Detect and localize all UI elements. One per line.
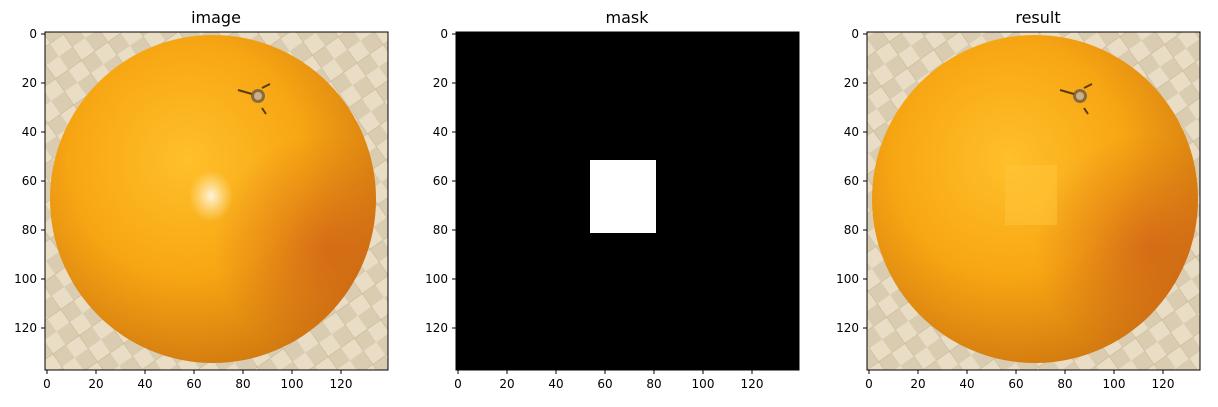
x-tick-label: 100 (1103, 377, 1126, 391)
y-tick-label: 0 (851, 27, 859, 41)
y-tick-label: 100 (425, 272, 448, 286)
x-tick-label: 120 (741, 377, 764, 391)
panel-result: result 0 20 40 60 80 100 120 0 20 40 (836, 8, 1201, 391)
y-tick-label: 60 (844, 174, 859, 188)
y-axis: 0 20 40 60 80 100 120 (425, 27, 456, 335)
x-tick-label: 60 (186, 377, 201, 391)
y-tick-label: 20 (433, 76, 448, 90)
x-tick-label: 100 (281, 377, 304, 391)
y-tick-label: 40 (22, 125, 37, 139)
y-tick-label: 20 (22, 76, 37, 90)
x-tick-label: 40 (548, 377, 563, 391)
y-tick-label: 80 (844, 223, 859, 237)
y-axis: 0 20 40 60 80 100 120 (14, 27, 45, 335)
y-tick-label: 40 (433, 125, 448, 139)
y-tick-label: 40 (844, 125, 859, 139)
x-tick-label: 40 (137, 377, 152, 391)
panel-image: image 0 20 40 60 80 100 120 0 20 40 (14, 8, 389, 391)
y-tick-label: 60 (22, 174, 37, 188)
inpainted-region (1005, 165, 1057, 225)
x-tick-label: 80 (235, 377, 250, 391)
plot-frame (44, 31, 389, 371)
plot-frame (866, 31, 1201, 371)
x-tick-label: 80 (646, 377, 661, 391)
mask-rectangle (590, 160, 656, 233)
y-tick-label: 0 (440, 27, 448, 41)
y-tick-label: 120 (14, 321, 37, 335)
y-tick-label: 100 (836, 272, 859, 286)
x-tick-label: 20 (910, 377, 925, 391)
plot-frame (455, 31, 800, 371)
x-tick-label: 100 (692, 377, 715, 391)
x-axis: 0 20 40 60 80 100 120 (865, 370, 1174, 391)
x-tick-label: 20 (499, 377, 514, 391)
y-tick-label: 120 (425, 321, 448, 335)
x-tick-label: 120 (1152, 377, 1175, 391)
y-axis: 0 20 40 60 80 100 120 (836, 27, 867, 335)
y-tick-label: 20 (844, 76, 859, 90)
stem-icon (1059, 83, 1093, 115)
panel-mask: mask 0 20 40 60 80 100 120 0 20 40 60 80… (425, 8, 800, 391)
stem-icon (237, 83, 271, 115)
y-tick-label: 120 (836, 321, 859, 335)
orange-photo (45, 32, 388, 370)
x-tick-label: 0 (865, 377, 873, 391)
x-tick-label: 20 (88, 377, 103, 391)
x-axis: 0 20 40 60 80 100 120 (454, 370, 763, 391)
x-tick-label: 80 (1057, 377, 1072, 391)
x-tick-label: 0 (43, 377, 51, 391)
x-tick-label: 60 (1008, 377, 1023, 391)
x-tick-label: 0 (454, 377, 462, 391)
y-tick-label: 0 (29, 27, 37, 41)
x-tick-label: 60 (597, 377, 612, 391)
y-tick-label: 60 (433, 174, 448, 188)
x-tick-label: 40 (959, 377, 974, 391)
y-tick-label: 80 (22, 223, 37, 237)
y-tick-label: 100 (14, 272, 37, 286)
panel-title: image (191, 8, 241, 27)
panel-title: result (1015, 8, 1060, 27)
y-tick-label: 80 (433, 223, 448, 237)
x-tick-label: 120 (330, 377, 353, 391)
result-photo (867, 32, 1200, 370)
panel-title: mask (606, 8, 650, 27)
x-axis: 0 20 40 60 80 100 120 (43, 370, 352, 391)
